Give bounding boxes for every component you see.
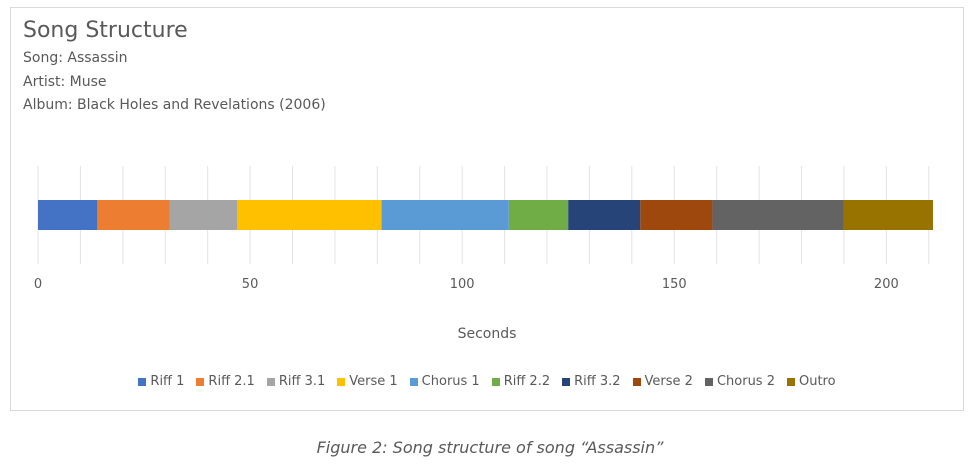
legend-swatch [196,377,205,386]
x-axis-title: Seconds [457,326,517,342]
legend-swatch [138,377,147,386]
legend-item: Riff 2.2 [491,374,551,389]
legend-item: Chorus 1 [409,374,480,389]
legend-swatch [337,377,346,386]
legend-label: Riff 3.1 [278,374,326,389]
legend-item: Riff 2.1 [196,374,255,389]
legend-item: Riff 3.1 [266,374,326,389]
legend-swatch [409,377,418,386]
legend-item: Outro [786,374,836,389]
legend-swatch [786,377,795,386]
legend-label: Riff 3.2 [574,374,621,389]
legend: Riff 1 Riff 2.1 Riff 3.1 Verse 1 Chorus 1 Rif… [11,374,963,389]
bar-segment-verse-1 [237,200,382,230]
chart-frame: Song Structure Song: Assassin Artist: Mu… [10,7,964,411]
legend-swatch [632,377,641,386]
legend-label: Riff 2.2 [503,374,551,389]
x-tick-label: 100 [450,277,475,292]
x-tick-label: 150 [662,277,687,292]
chart-title: Song Structure [23,18,188,43]
artist-line: Artist: Muse [23,74,107,90]
figure-caption: Figure 2: Song structure of song “Assass… [316,438,664,457]
bar-segment-outro [843,200,933,230]
bar-segment-riff-3-1 [169,200,238,230]
bar-segment-chorus-1 [381,200,509,230]
song-line: Song: Assassin [23,50,128,66]
legend-label: Outro [798,374,836,389]
x-tick-label: 50 [242,277,259,292]
legend-swatch [491,377,500,386]
legend-item: Verse 2 [632,374,693,389]
legend-label: Riff 1 [150,374,185,389]
bar-segment-riff-2-1 [97,200,170,230]
bar-segment-riff-2-2 [508,200,569,230]
bar-segment-riff-1 [38,200,98,230]
legend-swatch [704,377,713,386]
legend-label: Chorus 1 [421,374,480,389]
bar-segment-chorus-2 [712,200,844,230]
plot-area: 0 50 100 150 200 [34,166,933,292]
bar-segment-verse-2 [640,200,713,230]
legend-item: Riff 3.2 [562,374,621,389]
album-line: Album: Black Holes and Revelations (2006… [23,97,326,113]
legend-label: Riff 2.1 [208,374,255,389]
legend-label: Verse 1 [349,374,398,389]
x-tick-label: 200 [874,277,899,292]
legend-item: Chorus 2 [704,374,775,389]
legend-item: Riff 1 [138,374,184,389]
legend-swatch [266,377,275,386]
legend-label: Verse 2 [644,374,693,389]
bar-segment-riff-3-2 [568,200,641,230]
legend-label: Chorus 2 [716,374,775,389]
legend-swatch [562,377,571,386]
legend-item: Verse 1 [337,374,398,389]
x-tick-label: 0 [34,277,42,292]
